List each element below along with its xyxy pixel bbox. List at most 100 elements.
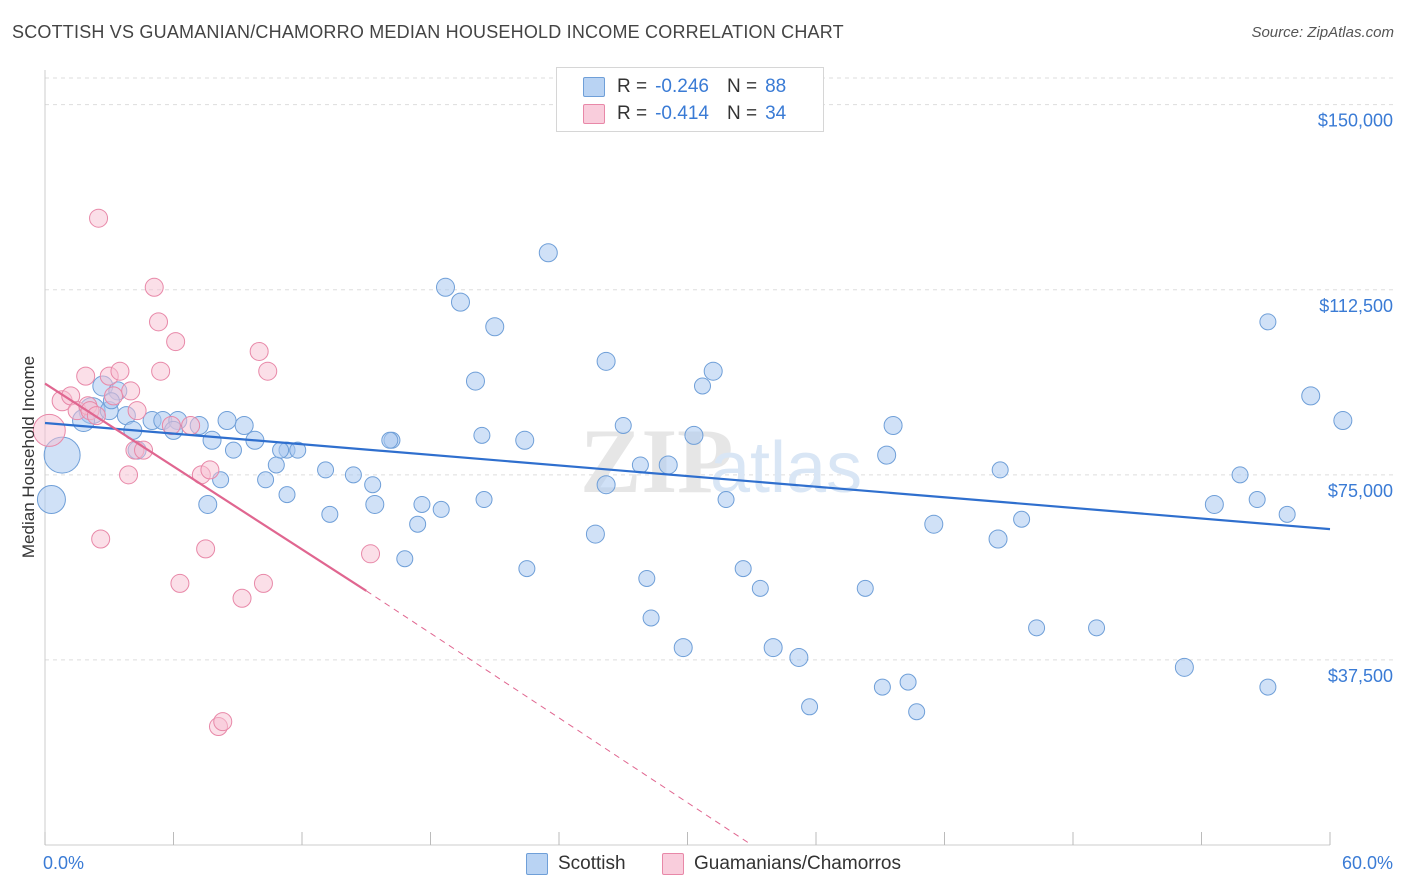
guamanian-trendline bbox=[44, 382, 367, 592]
legend-row-scottish: R = -0.246 N = 88 bbox=[583, 75, 786, 99]
chart-title: SCOTTISH VS GUAMANIAN/CHAMORRO MEDIAN HO… bbox=[12, 22, 844, 42]
scottish-point bbox=[596, 351, 616, 371]
guamanian-point bbox=[232, 588, 252, 608]
scottish-point bbox=[638, 569, 656, 587]
scottish-point bbox=[642, 609, 660, 627]
legend-r-label: R = bbox=[617, 76, 648, 97]
bottom-legend-scottish: Scottish bbox=[526, 851, 626, 877]
scottish-point bbox=[877, 445, 897, 465]
scottish-point bbox=[883, 415, 903, 435]
scottish-point bbox=[899, 673, 917, 691]
scottish-point bbox=[717, 491, 735, 509]
scottish-point bbox=[198, 494, 218, 514]
guamanian-point bbox=[104, 386, 124, 406]
guamanian-point bbox=[32, 413, 66, 447]
guamanian-point bbox=[213, 712, 233, 732]
scottish-point bbox=[585, 524, 605, 544]
scottish-point bbox=[924, 514, 944, 534]
scottish-trendline bbox=[44, 421, 1331, 531]
scottish-point bbox=[673, 638, 693, 658]
scottish-point bbox=[473, 426, 491, 444]
legend-n-value: 88 bbox=[765, 76, 787, 97]
scottish-point bbox=[409, 515, 427, 533]
guamanian-point bbox=[119, 465, 139, 485]
legend-swatch-blue bbox=[583, 77, 605, 97]
scottish-point bbox=[596, 475, 616, 495]
guamanian-point bbox=[151, 361, 171, 381]
guamanian-point bbox=[170, 573, 190, 593]
legend-row-guamanian: R = -0.414 N = 34 bbox=[583, 102, 786, 126]
scottish-point bbox=[1259, 313, 1277, 331]
scottish-point bbox=[1088, 619, 1106, 637]
scottish-point bbox=[693, 377, 711, 395]
scottish-point bbox=[991, 461, 1009, 479]
scottish-point bbox=[257, 471, 275, 489]
scottish-point bbox=[344, 466, 362, 484]
scottish-point bbox=[734, 560, 752, 578]
legend-n-value: 34 bbox=[765, 103, 787, 124]
guamanian-point bbox=[249, 341, 269, 361]
scottish-point bbox=[267, 456, 285, 474]
scottish-point bbox=[751, 579, 769, 597]
guamanian-point bbox=[134, 440, 154, 460]
guamanian-point bbox=[253, 573, 273, 593]
legend-swatch-pink bbox=[583, 104, 605, 124]
guamanian-point bbox=[149, 312, 169, 332]
guamanian-points bbox=[32, 208, 381, 737]
scottish-point bbox=[485, 317, 505, 337]
guamanian-point bbox=[200, 460, 220, 480]
scottish-point bbox=[36, 485, 66, 515]
legend-r-value: -0.246 bbox=[655, 76, 709, 97]
legend-r-value: -0.414 bbox=[655, 103, 709, 124]
scottish-point bbox=[289, 441, 307, 459]
scottish-point bbox=[1204, 494, 1224, 514]
scottish-point bbox=[789, 647, 809, 667]
guamanian-trendline-extension bbox=[365, 590, 753, 846]
scottish-point bbox=[1278, 505, 1296, 523]
guamanian-point bbox=[166, 332, 186, 352]
scottish-point bbox=[1301, 386, 1321, 406]
scottish-point bbox=[202, 430, 222, 450]
scottish-point bbox=[1333, 411, 1353, 431]
watermark-zip: ZIP bbox=[580, 410, 733, 512]
guamanian-point bbox=[89, 208, 109, 228]
bottom-legend-guamanian: Guamanians/Chamorros bbox=[662, 851, 901, 877]
scottish-point bbox=[703, 361, 723, 381]
scottish-point bbox=[365, 494, 385, 514]
scottish-point bbox=[381, 431, 399, 449]
scottish-point bbox=[801, 698, 819, 716]
y-tick-label: $150,000 bbox=[1318, 111, 1393, 131]
scottish-point bbox=[631, 456, 649, 474]
bottom-legend-swatch-pink bbox=[662, 853, 684, 875]
scottish-point bbox=[272, 441, 290, 459]
guamanian-point bbox=[196, 539, 216, 559]
legend-n-label: N = bbox=[726, 76, 758, 97]
scottish-point bbox=[658, 455, 678, 475]
scottish-point bbox=[321, 505, 339, 523]
scottish-point bbox=[234, 415, 254, 435]
scottish-point bbox=[1248, 491, 1266, 509]
scottish-point bbox=[1231, 466, 1249, 484]
scottish-point bbox=[278, 486, 296, 504]
scottish-point bbox=[217, 411, 237, 431]
guamanian-point bbox=[181, 415, 201, 435]
trendlines bbox=[44, 382, 1331, 846]
x-tick-label-min: 0.0% bbox=[43, 853, 84, 873]
guamanian-point bbox=[110, 361, 130, 381]
scottish-point bbox=[450, 292, 470, 312]
bottom-legend-label: Scottish bbox=[558, 853, 626, 874]
scottish-point bbox=[224, 441, 242, 459]
scottish-point bbox=[364, 476, 382, 494]
guamanian-point bbox=[161, 415, 181, 435]
scottish-point bbox=[763, 638, 783, 658]
bottom-legend-swatch-blue bbox=[526, 853, 548, 875]
y-tick-labels: $37,500 $75,000 $112,500 $150,000 bbox=[1318, 111, 1393, 686]
x-tick-label-max: 60.0% bbox=[1342, 853, 1393, 873]
legend-n-label: N = bbox=[726, 103, 758, 124]
bottom-legend-label: Guamanians/Chamorros bbox=[694, 853, 901, 874]
y-tick-label: $112,500 bbox=[1319, 296, 1393, 316]
scottish-point bbox=[873, 678, 891, 696]
watermark-atlas: atlas bbox=[710, 428, 862, 508]
x-ticks bbox=[44, 832, 1331, 845]
stats-legend: R = -0.246 N = 88 R = -0.414 N = 34 bbox=[556, 67, 824, 132]
